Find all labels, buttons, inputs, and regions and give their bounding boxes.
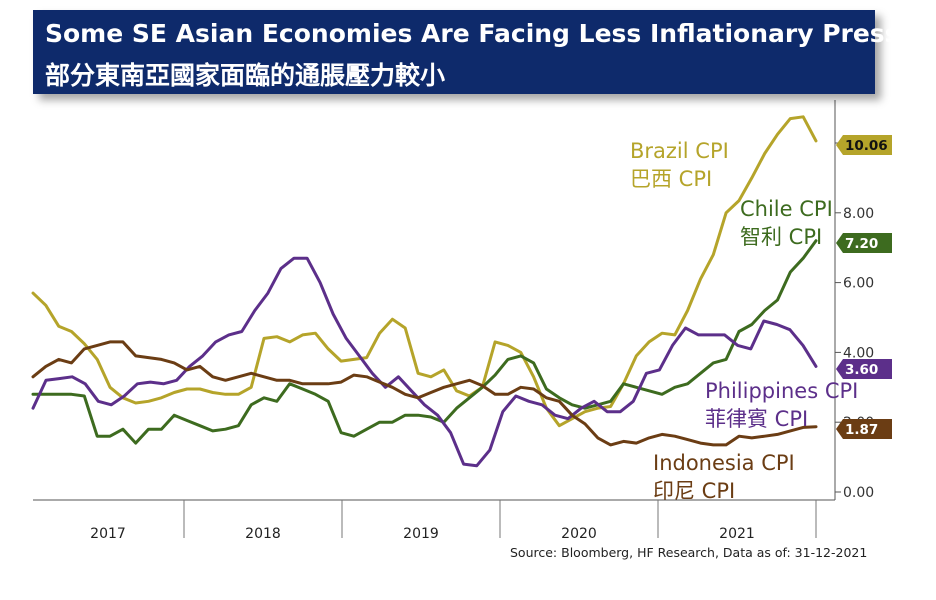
series-name-zh: 智利 CPI xyxy=(740,225,822,249)
last-value-tag xyxy=(836,359,892,379)
source-note: Source: Bloomberg, HF Research, Data as … xyxy=(510,545,868,560)
series-annotation: Philippines CPI 菲律賓 CPI xyxy=(705,379,858,431)
last-value-text: 10.06 xyxy=(845,138,888,154)
last-value-tag xyxy=(836,233,892,253)
series-name-zh: 印尼 CPI xyxy=(653,479,735,503)
x-tick-label: 2017 xyxy=(90,526,126,542)
last-value-tag xyxy=(836,419,892,439)
series-name-en: Chile CPI xyxy=(740,197,833,221)
last-value-text: 3.60 xyxy=(845,362,878,378)
y-tick-label: 0.00 xyxy=(843,485,874,501)
series-name-zh: 菲律賓 CPI xyxy=(705,407,808,431)
last-value-marker: 10.06 xyxy=(836,135,892,155)
x-tick-label: 2018 xyxy=(245,526,281,542)
title-banner: Some SE Asian Economies Are Facing Less … xyxy=(33,10,936,94)
last-value-text: 7.20 xyxy=(845,236,878,252)
series-line-philippines-cpi xyxy=(31,256,818,468)
x-tick-label: 2021 xyxy=(719,526,755,542)
last-value-marker: 1.87 xyxy=(836,419,892,439)
last-value-marker: 3.60 xyxy=(836,359,892,379)
series-name-en: Brazil CPI xyxy=(630,139,729,163)
series-line-chile-cpi xyxy=(31,239,818,445)
series-line-brazil-cpi xyxy=(31,115,818,428)
last-value-tag xyxy=(836,135,892,155)
last-value-marker: 7.20 xyxy=(836,233,892,253)
x-tick-label: 2019 xyxy=(403,526,439,542)
series-name-en: Philippines CPI xyxy=(705,379,858,403)
series-layer xyxy=(31,115,818,468)
series-line-indonesia-cpi xyxy=(31,340,818,447)
chart-title-zh: 部分東南亞國家面臨的通脹壓力較小 xyxy=(45,61,446,90)
series-name-zh: 巴西 CPI xyxy=(630,167,712,191)
y-tick-label: 8.00 xyxy=(843,206,874,222)
label-layer: 10.06 7.20 3.60 1.87 Brazil CPI 巴西 CPI Chile C… xyxy=(630,135,892,503)
y-tick-label: 6.00 xyxy=(843,276,874,292)
series-name-en: Indonesia CPI xyxy=(653,451,795,475)
x-tick-label: 2020 xyxy=(561,526,597,542)
series-annotation: Chile CPI 智利 CPI xyxy=(740,197,833,249)
y-tick-label: 4.00 xyxy=(843,345,874,361)
chart-title-en: Some SE Asian Economies Are Facing Less … xyxy=(45,19,936,48)
series-annotation: Indonesia CPI 印尼 CPI xyxy=(653,451,795,503)
series-annotation: Brazil CPI 巴西 CPI xyxy=(630,139,729,191)
last-value-text: 1.87 xyxy=(845,422,878,438)
